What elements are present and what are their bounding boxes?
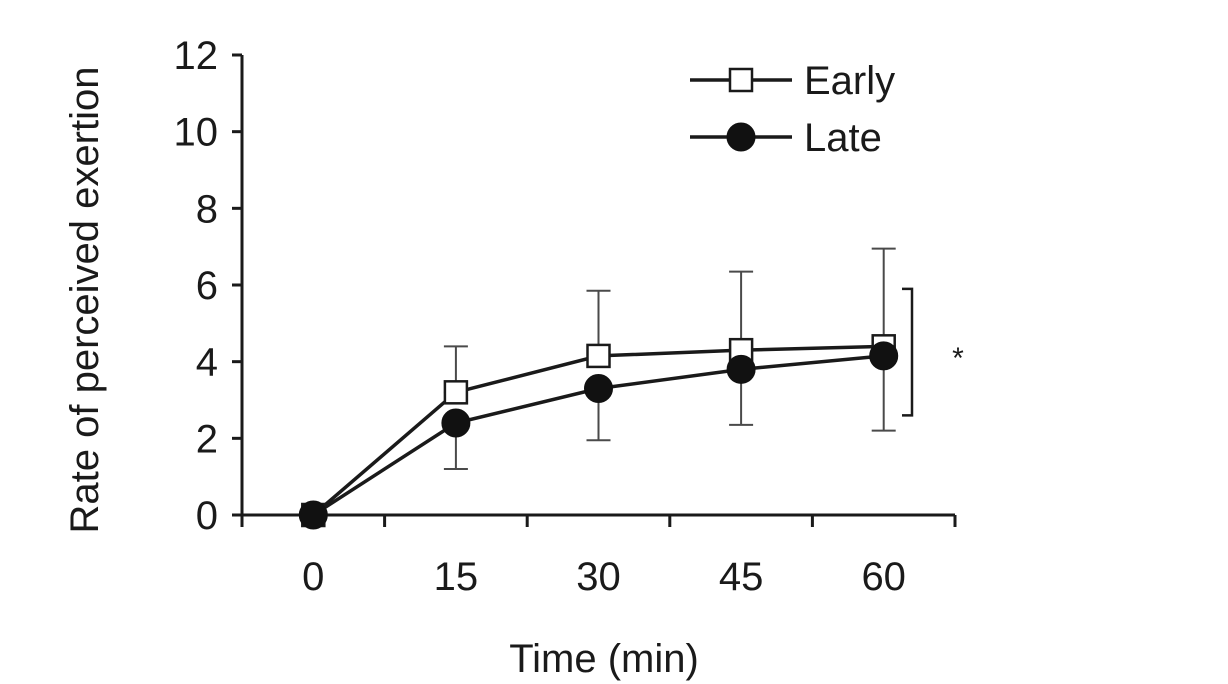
y-axis-title: Rate of perceived exertion — [63, 67, 107, 534]
legend-marker-late — [726, 122, 756, 152]
x-tick-label: 45 — [719, 555, 764, 599]
axes: 0 2 4 6 8 10 12 0 15 30 45 60 — [174, 34, 957, 599]
legend-marker-early — [728, 67, 754, 93]
data-point-late — [298, 500, 328, 530]
x-tick-label: 60 — [861, 555, 906, 599]
x-axis-title: Time (min) — [509, 637, 699, 681]
y-tick-label: 6 — [196, 264, 218, 308]
series-markers — [298, 334, 899, 530]
x-tick-label: 0 — [302, 555, 324, 599]
y-tick-label: 4 — [196, 341, 218, 385]
data-point-early — [443, 380, 469, 405]
data-point-late — [726, 354, 756, 384]
y-tick-label: 0 — [196, 494, 218, 538]
data-point-early — [586, 343, 611, 369]
legend-label-late: Late — [804, 116, 882, 160]
y-tick-label: 10 — [174, 111, 219, 155]
y-tick-label: 2 — [196, 417, 218, 461]
error-bars — [443, 247, 896, 470]
y-tick-label: 12 — [174, 34, 219, 78]
x-tick-label: 15 — [434, 555, 479, 599]
legend-label-early: Early — [804, 59, 895, 103]
data-point-late — [869, 341, 899, 371]
data-point-late — [584, 374, 613, 403]
significance-annotation: * — [902, 287, 964, 417]
significance-marker: * — [952, 342, 964, 375]
data-point-late — [441, 408, 471, 438]
significance-bracket — [902, 287, 914, 417]
legend: Early Late — [690, 59, 895, 160]
x-tick-label: 30 — [576, 555, 621, 599]
y-tick-label: 8 — [196, 187, 218, 231]
